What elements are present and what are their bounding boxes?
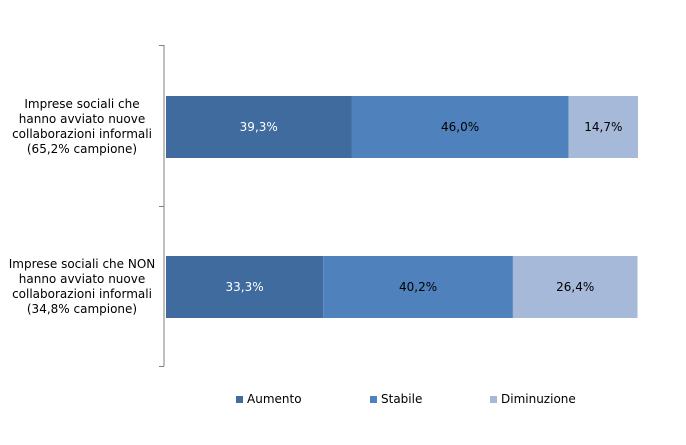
data-label-stabile-1: 46,0% (441, 120, 479, 134)
data-label-diminuzione-1: 14,7% (584, 120, 622, 134)
category-label-line: hanno avviato nuove (18, 112, 146, 126)
data-label-aumento-2: 33,3% (226, 280, 264, 294)
bar-aumento-1 (166, 96, 352, 158)
legend-label: Aumento (247, 392, 302, 406)
category-label-line: hanno avviato nuove (18, 272, 146, 286)
category-label-line: (34,8% campione) (26, 302, 138, 316)
category-label-line: Imprese sociali che (24, 97, 140, 111)
data-label-stabile-2: 40,2% (399, 280, 437, 294)
legend-label: Diminuzione (501, 392, 576, 406)
bars-layer (166, 96, 638, 318)
category-label-line: collaborazioni informali (12, 287, 152, 301)
data-labels-layer: 39,3% 46,0% 14,7% 33,3% 40,2% 26,4% (226, 120, 623, 294)
category-label-1: Imprese sociali che hanno avviato nuove co… (2, 97, 162, 157)
legend-swatch (236, 395, 243, 403)
legend-item-stabile: Stabile (370, 392, 422, 406)
bar-diminuzione-1 (568, 96, 638, 158)
legend-item-diminuzione: Diminuzione (490, 392, 576, 406)
bar-diminuzione-2 (512, 256, 638, 318)
legend-item-aumento: Aumento (236, 392, 302, 406)
data-label-diminuzione-2: 26,4% (556, 280, 594, 294)
legend-swatch (490, 395, 497, 403)
axis-layer (159, 45, 165, 367)
bar-stabile-1 (351, 96, 569, 158)
bar-aumento-2 (166, 256, 324, 318)
category-label-line: (65,2% campione) (26, 142, 138, 156)
category-label-line: Imprese sociali che NON (8, 257, 156, 271)
legend: Aumento Stabile Diminuzione (0, 392, 686, 408)
category-label-2: Imprese sociali che NON hanno avviato nuo… (2, 257, 162, 317)
category-label-line: collaborazioni informali (12, 127, 152, 141)
legend-swatch (370, 395, 377, 403)
bar-stabile-2 (323, 256, 513, 318)
legend-label: Stabile (381, 392, 423, 406)
data-label-aumento-1: 39,3% (240, 120, 278, 134)
